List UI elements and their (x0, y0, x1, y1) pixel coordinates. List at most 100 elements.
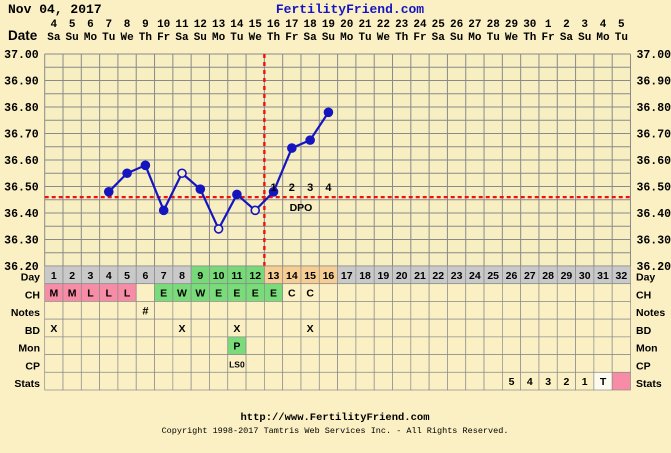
svg-text:LS0: LS0 (229, 359, 245, 369)
svg-text:9: 9 (197, 270, 203, 282)
svg-text:1: 1 (582, 376, 588, 388)
svg-text:M: M (68, 288, 77, 300)
svg-text:36.70: 36.70 (636, 129, 671, 142)
svg-text:CH: CH (636, 289, 651, 301)
svg-text:Fr: Fr (285, 32, 298, 44)
svg-text:5: 5 (69, 19, 76, 31)
svg-text:14: 14 (230, 19, 244, 31)
svg-text:8: 8 (179, 270, 185, 282)
svg-text:27: 27 (524, 270, 536, 282)
svg-text:3: 3 (545, 376, 551, 388)
svg-text:CH: CH (25, 289, 40, 301)
svg-text:Tu: Tu (615, 32, 628, 44)
svg-text:C: C (288, 288, 296, 300)
svg-text:Su: Su (450, 32, 463, 44)
svg-text:Tu: Tu (102, 32, 115, 44)
svg-text:E: E (215, 288, 222, 300)
svg-text:1: 1 (545, 19, 552, 31)
svg-text:36.50: 36.50 (4, 182, 39, 195)
svg-text:Tu: Tu (358, 32, 371, 44)
svg-text:E: E (233, 288, 240, 300)
svg-text:Su: Su (578, 32, 591, 44)
svg-text:Fr: Fr (413, 32, 426, 44)
svg-text:30: 30 (523, 19, 536, 31)
svg-text:2: 2 (563, 376, 569, 388)
svg-text:L: L (124, 288, 131, 300)
svg-text:6: 6 (87, 19, 94, 31)
svg-text:L: L (106, 288, 113, 300)
svg-text:30: 30 (579, 270, 591, 282)
svg-text:FertilityFriend.com: FertilityFriend.com (276, 2, 424, 17)
svg-text:We: We (505, 32, 519, 44)
svg-text:Copyright 1998-2017 Tamtris We: Copyright 1998-2017 Tamtris Web Services… (162, 426, 509, 436)
svg-text:Sa: Sa (47, 32, 61, 44)
svg-text:20: 20 (340, 19, 353, 31)
svg-text:We: We (120, 32, 134, 44)
svg-text:11: 11 (175, 19, 189, 31)
svg-text:36.90: 36.90 (4, 76, 39, 89)
svg-text:Sa: Sa (560, 32, 574, 44)
svg-text:36.90: 36.90 (636, 76, 671, 89)
svg-text:36.40: 36.40 (636, 208, 671, 221)
svg-text:Tu: Tu (487, 32, 500, 44)
svg-text:Nov 04, 2017: Nov 04, 2017 (8, 2, 102, 17)
svg-text:Stats: Stats (636, 378, 662, 390)
svg-text:26: 26 (506, 270, 518, 282)
svg-text:BD: BD (636, 325, 652, 337)
svg-text:Th: Th (523, 32, 536, 44)
svg-text:28: 28 (487, 19, 501, 31)
svg-text:1: 1 (51, 270, 57, 282)
svg-text:Th: Th (395, 32, 408, 44)
svg-text:23: 23 (451, 270, 463, 282)
svg-text:2: 2 (289, 182, 295, 194)
svg-text:Mo: Mo (340, 32, 354, 44)
svg-text:4: 4 (600, 19, 607, 31)
svg-text:4: 4 (527, 376, 533, 388)
svg-text:36.60: 36.60 (4, 155, 39, 168)
svg-text:4: 4 (106, 270, 112, 282)
svg-text:We: We (249, 32, 263, 44)
svg-text:Mon: Mon (636, 343, 658, 355)
svg-text:19: 19 (322, 19, 335, 31)
svg-text:37.00: 37.00 (4, 49, 39, 62)
svg-text:P: P (233, 341, 240, 353)
svg-text:2: 2 (563, 19, 570, 31)
svg-text:X: X (233, 323, 240, 335)
svg-text:3: 3 (88, 270, 94, 282)
svg-text:12: 12 (194, 19, 207, 31)
svg-text:37.00: 37.00 (636, 49, 671, 62)
svg-text:Mo: Mo (84, 32, 98, 44)
svg-text:31: 31 (597, 270, 609, 282)
svg-text:E: E (270, 288, 277, 300)
svg-text:Tu: Tu (230, 32, 243, 44)
svg-text:Sa: Sa (432, 32, 446, 44)
svg-text:Th: Th (267, 32, 280, 44)
svg-text:4: 4 (325, 182, 332, 194)
svg-text:26: 26 (450, 19, 463, 31)
svg-text:X: X (50, 323, 57, 335)
svg-text:18: 18 (359, 270, 371, 282)
svg-text:Day: Day (636, 272, 655, 284)
svg-text:13: 13 (268, 270, 280, 282)
svg-text:We: We (377, 32, 391, 44)
svg-text:4: 4 (51, 19, 58, 31)
svg-text:36.70: 36.70 (4, 129, 39, 142)
svg-text:25: 25 (432, 19, 446, 31)
svg-text:36.30: 36.30 (636, 235, 671, 248)
svg-text:12: 12 (249, 270, 261, 282)
svg-text:Sa: Sa (304, 32, 318, 44)
svg-text:7: 7 (105, 19, 112, 31)
svg-text:E: E (160, 288, 167, 300)
svg-text:21: 21 (358, 19, 372, 31)
svg-text:8: 8 (124, 19, 131, 31)
svg-text:Su: Su (322, 32, 335, 44)
svg-text:18: 18 (304, 19, 318, 31)
svg-text:17: 17 (341, 270, 353, 282)
svg-text:C: C (306, 288, 314, 300)
svg-text:#: # (142, 305, 148, 317)
svg-text:32: 32 (615, 270, 627, 282)
svg-text:19: 19 (378, 270, 390, 282)
svg-text:21: 21 (414, 270, 426, 282)
svg-text:13: 13 (212, 19, 226, 31)
svg-text:3: 3 (581, 19, 588, 31)
